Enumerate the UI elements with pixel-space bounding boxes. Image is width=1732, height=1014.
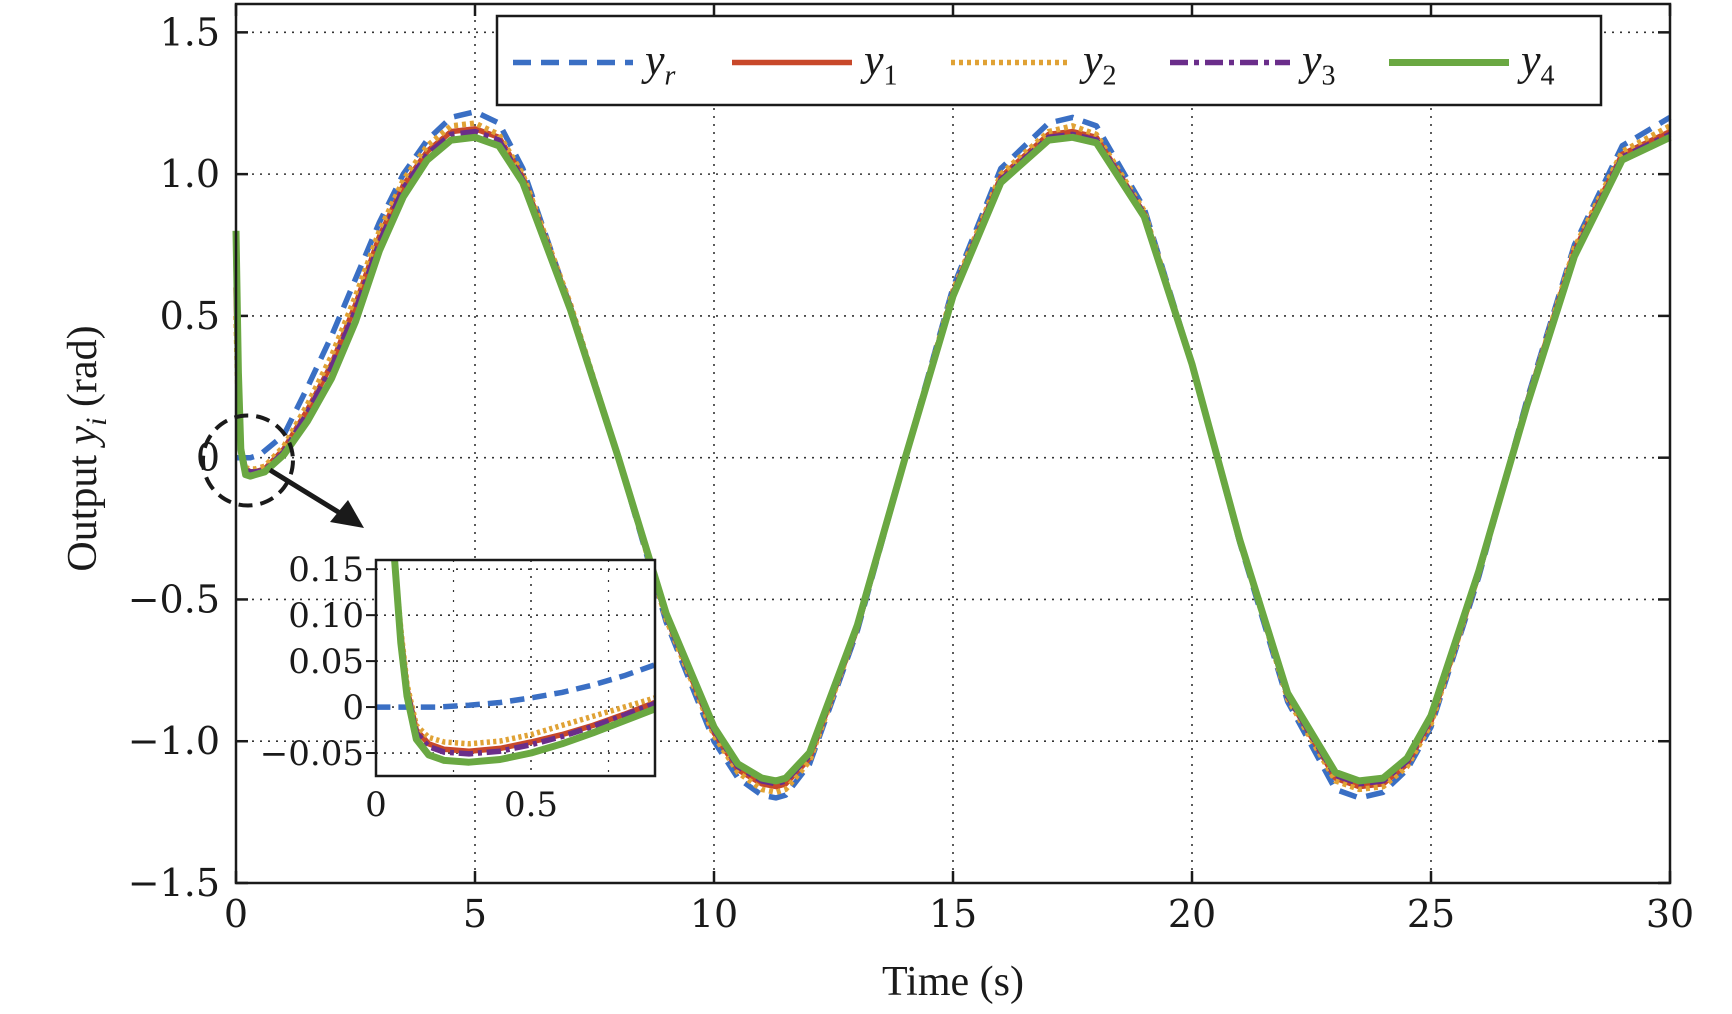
inset-y-tick-label: 0.05 [288, 642, 364, 682]
inset-y-tick-label: 0.10 [288, 596, 364, 636]
legend-entry-label: y3 [1298, 36, 1336, 92]
inset-series-line-y4 [391, 560, 655, 766]
zoom-region-marker [200, 413, 295, 508]
legend: yr y1 y2 y3 y4 [495, 14, 1603, 107]
svg-text:Output yi (rad): Output yi (rad) [60, 325, 113, 571]
inset-series [376, 560, 655, 766]
legend-entry-label: y1 [860, 36, 898, 92]
x-tick-label: 15 [929, 892, 977, 936]
y-axis-label: Output yi (rad) [60, 325, 113, 571]
legend-entry-label: y4 [1517, 36, 1555, 92]
x-tick-label: 0 [224, 892, 248, 936]
y-axis-label-var: y [60, 425, 106, 448]
y-axis-label-prefix: Output [60, 444, 106, 571]
y-tick-label: 1.0 [160, 152, 220, 196]
x-tick-label: 30 [1646, 892, 1694, 936]
series-line-yr [236, 108, 1672, 801]
x-tick-label: 25 [1407, 892, 1455, 936]
inset-plot-frame [374, 558, 657, 778]
legend-entry-label: yr [641, 36, 676, 92]
inset-series-line-yr [376, 662, 655, 710]
inset-y-tick-label: 0 [342, 688, 364, 728]
zoom-arrowhead [330, 500, 364, 528]
x-axis-label: Time (s) [882, 959, 1024, 1005]
inset-y-tick-label: 0.15 [288, 550, 364, 590]
x-tick-label: 5 [463, 892, 487, 936]
x-tick-label: 20 [1168, 892, 1216, 936]
legend-entry-label: y2 [1079, 36, 1117, 92]
inset-x-tick-label: 0.5 [504, 785, 558, 825]
y-tick-label: −1.5 [128, 861, 220, 905]
series-line-y2 [233, 120, 1672, 796]
main-plot-frame [234, 2, 1672, 885]
y-axis-label-suffix: (rad) [60, 325, 106, 417]
main-series [232, 108, 1672, 801]
y-tick-label: −0.5 [128, 577, 220, 621]
y-axis-label-sub: i [80, 417, 113, 425]
y-tick-label: 0.5 [160, 294, 220, 338]
inset-y-tick-label: −0.05 [260, 734, 364, 774]
zoom-arrow [268, 467, 350, 521]
main-tick-labels: 0 5 10 15 20 25 30 −1.5 −1.0 −0.5 0 0.5 1.0 1.5 [128, 10, 1694, 936]
x-tick-label: 10 [690, 892, 738, 936]
y-tick-label: −1.0 [128, 719, 220, 763]
inset-x-tick-label: 0 [365, 785, 387, 825]
inset-series-line-y3 [391, 560, 655, 757]
series-line-y4 [232, 133, 1672, 785]
inset-grid [366, 560, 655, 776]
y-tick-label: 1.5 [160, 10, 220, 54]
